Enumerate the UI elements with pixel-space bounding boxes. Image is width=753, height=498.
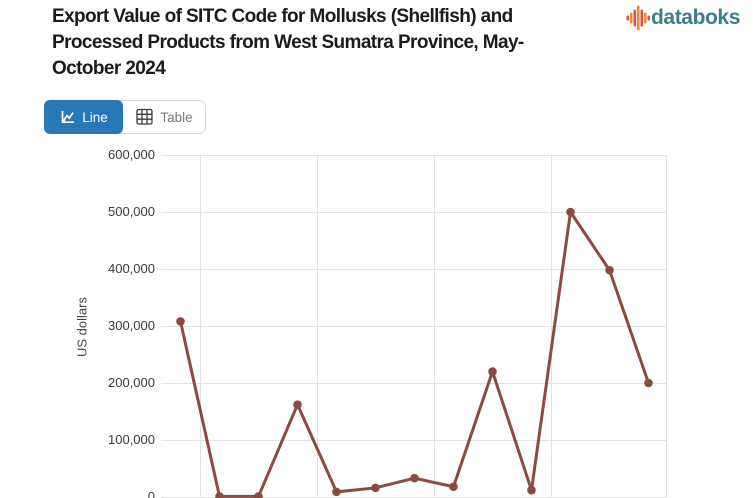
y-axis-tick-label: 200,000 bbox=[108, 375, 155, 390]
chart-plot-area[interactable] bbox=[161, 155, 667, 498]
v-gridline bbox=[200, 155, 201, 497]
line-button-label: Line bbox=[82, 109, 108, 125]
title-line-1: Export Value of SITC Code for Mollusks (… bbox=[52, 6, 513, 27]
line-series-canvas bbox=[176, 207, 653, 498]
line-view-button[interactable]: Line bbox=[44, 100, 123, 134]
data-point-marker bbox=[527, 485, 536, 495]
data-point-marker bbox=[371, 483, 380, 493]
data-point-marker bbox=[332, 487, 341, 497]
y-axis-tick-label: 400,000 bbox=[108, 261, 155, 276]
data-point-marker bbox=[176, 317, 185, 326]
data-point-marker bbox=[410, 473, 419, 483]
data-point-marker bbox=[449, 482, 458, 492]
h-gridline bbox=[161, 269, 667, 270]
data-point-marker bbox=[644, 378, 653, 388]
v-gridline bbox=[551, 155, 552, 497]
y-axis-tick-label: 0 bbox=[147, 489, 155, 498]
h-gridline bbox=[161, 383, 667, 384]
y-axis-tick-label: 500,000 bbox=[108, 204, 155, 219]
chart-title: Export Value of SITC Code for Mollusks (… bbox=[52, 4, 524, 82]
h-gridline bbox=[161, 212, 667, 213]
title-line-2: Processed Products from West Sumatra Pro… bbox=[52, 32, 524, 53]
title-line-3: October 2024 bbox=[52, 58, 166, 79]
table-view-button[interactable]: Table bbox=[123, 101, 205, 133]
databoks-logo[interactable]: databoks bbox=[626, 4, 740, 32]
table-icon bbox=[136, 108, 154, 125]
v-gridline bbox=[434, 155, 435, 497]
data-point-marker bbox=[293, 400, 302, 409]
y-axis-tick-label: 100,000 bbox=[108, 432, 155, 447]
data-point-marker bbox=[488, 367, 497, 376]
series-line bbox=[179, 207, 650, 498]
line-chart-icon bbox=[61, 111, 75, 123]
v-gridline bbox=[666, 155, 667, 497]
y-axis-tick-label: 600,000 bbox=[108, 147, 155, 162]
v-gridline bbox=[317, 155, 318, 497]
data-point-marker bbox=[215, 492, 224, 498]
databoks-wordmark: databoks bbox=[651, 6, 740, 29]
table-button-label: Table bbox=[160, 109, 193, 125]
data-point-marker bbox=[566, 207, 575, 217]
data-point-marker bbox=[254, 492, 263, 498]
view-toggle: Line Table bbox=[44, 100, 206, 134]
h-gridline bbox=[161, 440, 667, 441]
databoks-icon bbox=[626, 5, 651, 31]
h-gridline bbox=[161, 326, 667, 327]
h-gridline bbox=[161, 155, 667, 156]
y-axis-tick-label: 300,000 bbox=[108, 318, 155, 333]
data-point-marker bbox=[605, 265, 614, 275]
